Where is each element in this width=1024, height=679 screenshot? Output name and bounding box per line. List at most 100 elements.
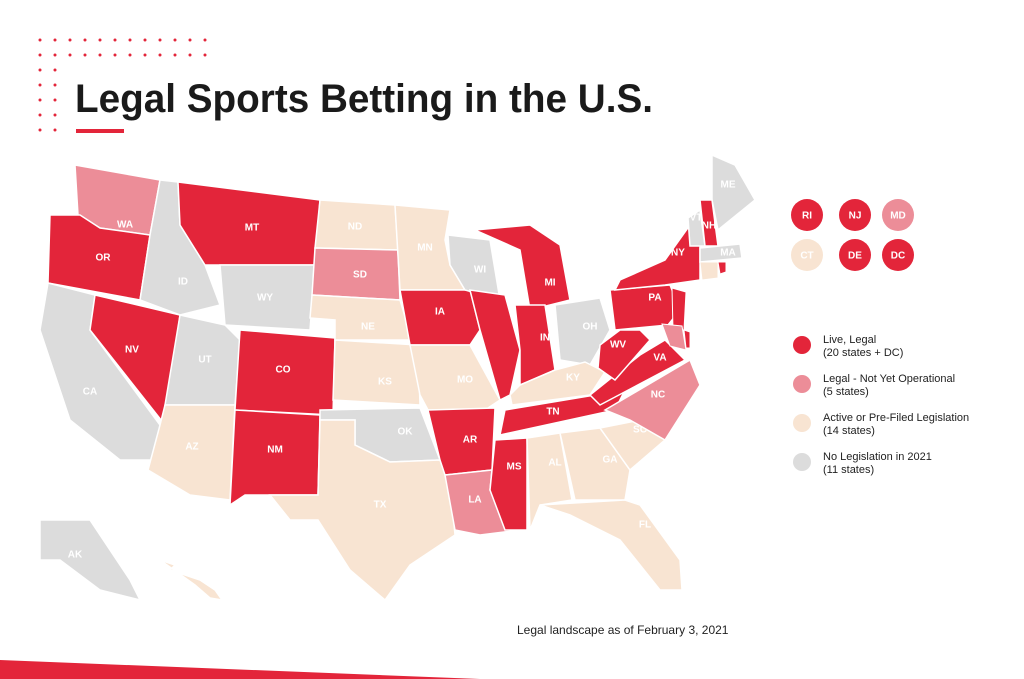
state-badge-label: DC [891,251,905,262]
state-label: VA [653,353,666,364]
state-label: TX [374,500,387,511]
state-shape [309,294,414,341]
state-shape [39,519,142,602]
state-label: TN [546,407,559,418]
state-shape [332,339,421,406]
state-label: MT [245,223,259,234]
state-shape [539,499,683,591]
state-shape [613,223,701,291]
state-shape [229,409,321,507]
state-label: OK [398,427,414,438]
state-label: NE [361,322,375,333]
state-shape [268,419,456,602]
us-map: WA OR CA NV ID MT WY UT AZ CO NM ND SD NE KS OK TX MN IA MO… [39,153,756,611]
state-label: SD [353,270,367,281]
state-label: KY [566,373,580,384]
state-label: SC [633,425,647,436]
state-label: MA [720,248,736,259]
legend-swatch [793,414,811,432]
state-label: MI [544,278,555,289]
state-badge [839,239,871,271]
footnote: Legal landscape as of February 3, 2021 [517,623,729,637]
state-label: AK [68,550,83,561]
legend-count: (20 states + DC) [823,347,903,359]
state-shape [609,284,681,331]
state-label: NM [267,445,283,456]
state-label: WI [474,265,486,276]
small-states: RI NJ MD CT DE DC [791,199,914,271]
state-label: OH [583,322,598,333]
state-shape [219,264,316,331]
state-label: IA [435,307,445,318]
state-badge [791,199,823,231]
state-label: AR [463,435,478,446]
state-label: NH [702,221,716,232]
state-shape [717,261,727,275]
state-label: WY [257,293,273,304]
legend-label: Legal - Not Yet Operational [823,373,955,385]
state-label: NC [651,390,665,401]
state-label: MO [457,375,473,386]
state-label: CO [276,365,291,376]
legend-count: (5 states) [823,386,869,398]
legend-swatch [793,375,811,393]
state-badge [791,239,823,271]
state-label: NY [671,248,685,259]
legend-label: Active or Pre-Filed Legislation [823,412,969,424]
state-label: OR [96,253,112,264]
state-shape [489,437,528,531]
state-badge-label: MD [890,211,906,222]
state-label: CA [83,387,97,398]
state-label: IN [540,333,550,344]
state-label: UT [198,355,211,366]
state-badge-label: DE [848,251,862,262]
state-shape [509,361,607,406]
state-shape [711,153,756,232]
legend: Live, Legal(20 states + DC) Legal - Not Y… [793,334,969,476]
state-label: VT [690,213,703,224]
state-shape [159,559,224,602]
state-label: LA [468,495,481,506]
legend-label: No Legislation in 2021 [823,451,932,463]
legend-swatch [793,453,811,471]
state-shape [526,432,573,531]
state-label: IL [476,338,485,349]
state-shape [603,358,701,442]
legend-count: (14 states) [823,425,875,437]
state-shape [671,287,687,331]
state-label: PA [648,293,661,304]
state-shape [661,323,687,351]
bottom-swoosh [0,660,480,679]
state-badge [882,239,914,271]
state-label: KS [378,377,392,388]
state-label: MN [417,243,433,254]
state-label: ND [348,222,362,233]
state-label: WV [610,340,626,351]
state-label: AL [548,458,561,469]
state-shape [399,289,481,346]
state-label: NV [125,345,139,356]
state-shape [699,261,719,281]
state-label: ID [178,277,188,288]
state-badge [839,199,871,231]
state-badge-label: CT [800,251,813,262]
title: Legal Sports Betting in the U.S. [75,77,653,121]
state-label: GA [603,455,618,466]
state-label: AZ [185,442,198,453]
state-label: FL [639,520,651,531]
legend-label: Live, Legal [823,334,876,346]
state-badge-label: RI [802,211,812,222]
legend-swatch [793,336,811,354]
state-shape [472,224,571,311]
state-label: MS [507,462,522,473]
state-badge [882,199,914,231]
title-underline [76,129,124,133]
state-label: WA [117,220,133,231]
state-label: HI [210,600,220,611]
legend-count: (11 states) [823,464,874,476]
state-shape [699,243,743,263]
state-shape [683,329,691,349]
state-badge-label: NJ [849,211,862,222]
state-label: ME [721,180,736,191]
